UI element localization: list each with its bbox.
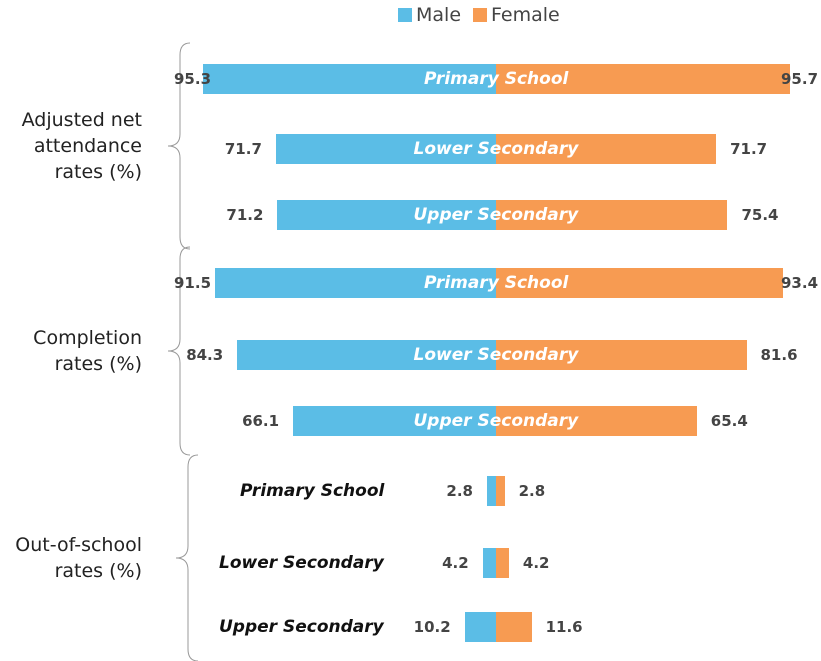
- value-label: 75.4: [741, 206, 779, 224]
- category-label: Upper Secondary: [219, 617, 384, 637]
- category-label: Primary School: [424, 273, 569, 293]
- value-label: 71.2: [226, 206, 264, 224]
- category-label: Lower Secondary: [413, 139, 579, 159]
- value-label: 4.2: [442, 554, 469, 572]
- bar-female: [496, 200, 728, 230]
- bar-female: [496, 406, 697, 436]
- category-label: Primary School: [240, 481, 385, 501]
- bar-male: [215, 268, 496, 298]
- bar-male: [483, 548, 496, 578]
- value-label: 91.5: [174, 274, 212, 292]
- category-label: Primary School: [424, 69, 569, 89]
- bar-female: [496, 612, 532, 642]
- bar-female: [496, 268, 783, 298]
- value-label: 93.4: [781, 274, 819, 292]
- bar-female: [496, 340, 747, 370]
- bar-female: [496, 548, 509, 578]
- group-label: Adjusted net attendance rates (%): [21, 109, 142, 183]
- value-label: 10.2: [413, 618, 451, 636]
- brace: [167, 246, 191, 456]
- value-label: 65.4: [710, 412, 748, 430]
- legend-label: Male: [416, 4, 462, 26]
- value-label: 81.6: [760, 346, 798, 364]
- bar-male: [237, 340, 496, 370]
- bar-male: [487, 476, 496, 506]
- bar-female: [496, 64, 790, 94]
- value-label: 4.2: [522, 554, 550, 572]
- category-label: Lower Secondary: [413, 345, 579, 365]
- brace: [175, 454, 199, 661]
- value-label: 84.3: [186, 346, 224, 364]
- value-label: 2.8: [518, 482, 546, 500]
- bar-male: [203, 64, 496, 94]
- legend-swatch: [398, 8, 412, 22]
- bar-male: [293, 406, 496, 436]
- legend-label: Female: [491, 4, 560, 26]
- group-label: Out-of-school rates (%): [15, 534, 142, 582]
- category-label: Lower Secondary: [219, 553, 384, 573]
- brace: [167, 42, 191, 250]
- value-label: 11.6: [545, 618, 583, 636]
- bar-male: [277, 200, 496, 230]
- bar-female: [496, 476, 505, 506]
- value-label: 95.3: [174, 70, 212, 88]
- bar-male: [464, 612, 496, 642]
- category-label: Upper Secondary: [413, 411, 579, 431]
- value-label: 71.7: [730, 140, 768, 158]
- value-label: 95.7: [781, 70, 819, 88]
- legend-swatch: [473, 8, 487, 22]
- bar-male: [275, 134, 496, 164]
- group-label: Completion rates (%): [33, 327, 142, 375]
- value-label: 2.8: [446, 482, 473, 500]
- value-label: 66.1: [242, 412, 280, 430]
- category-label: Upper Secondary: [413, 205, 579, 225]
- value-label: 71.7: [224, 140, 262, 158]
- bar-female: [496, 134, 717, 164]
